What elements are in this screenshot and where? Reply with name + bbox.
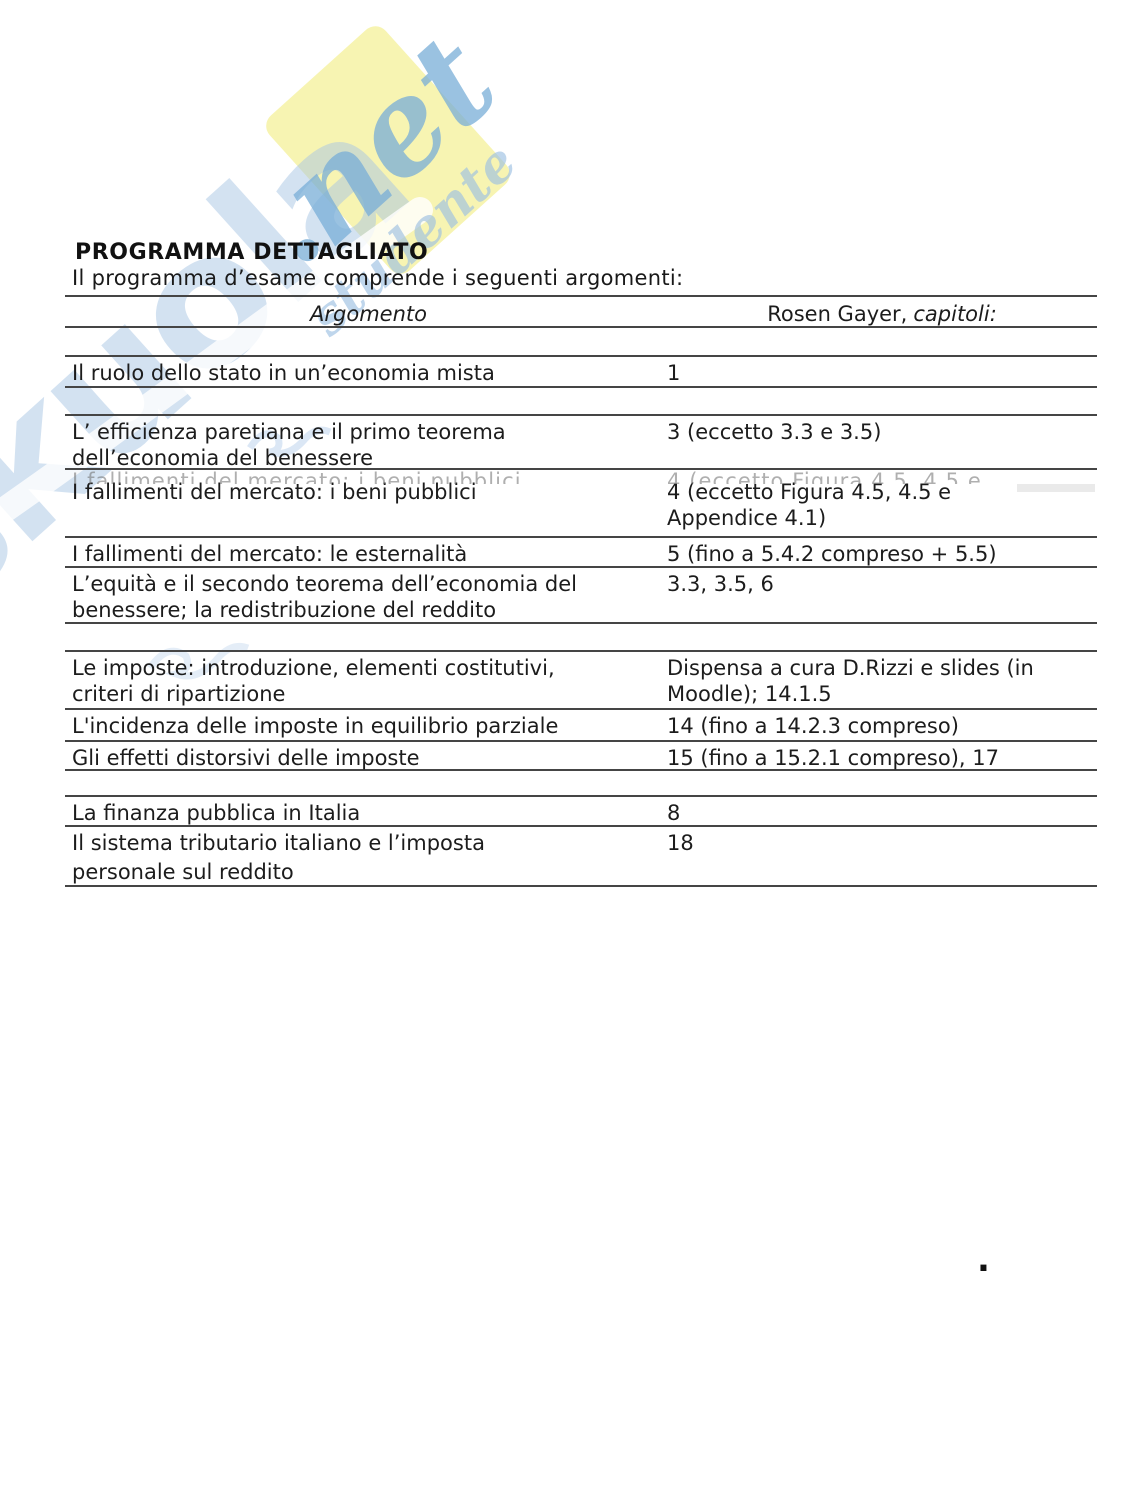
- table-row: Il ruolo dello stato in un’economia mist…: [65, 355, 1097, 388]
- table-row: I fallimenti del mercato: le esternalità…: [65, 538, 1097, 568]
- table-row: L’equità e il secondo teorema dell’econo…: [65, 568, 1097, 624]
- chapters-cell: 4 (eccetto Figura 4.5, 4.5 e 4 (eccetto …: [667, 470, 982, 530]
- chapters-cell: Dispensa a cura D.Rizzi e slides (in Moo…: [667, 656, 1034, 706]
- program-table: Argomento Rosen Gayer, capitoli: Il ruolo…: [65, 295, 1097, 887]
- topic-cell: I fallimenti del mercato: le esternalità: [72, 542, 468, 566]
- chapters-cell: 5 (fino a 5.4.2 compreso + 5.5): [667, 542, 997, 566]
- table-spacer: [65, 328, 1097, 355]
- table-spacer: [65, 388, 1097, 414]
- topic-cell: Il sistema tributario italiano e l’impos…: [72, 831, 485, 884]
- column-header-chapters-regular: Rosen Gayer,: [767, 302, 908, 326]
- table-spacer: [65, 771, 1097, 795]
- table-row: Il sistema tributario italiano e l’impos…: [65, 827, 1097, 887]
- ghost-smudge: [1017, 484, 1095, 492]
- topic-cell: L’equità e il secondo teorema dell’econo…: [72, 572, 577, 622]
- table-spacer: [65, 624, 1097, 650]
- table-row: Gli effetti distorsivi delle imposte 15 …: [65, 742, 1097, 771]
- table-row: L’ efficienza paretiana e il primo teore…: [65, 414, 1097, 470]
- ghost-artifact-text: 4 (eccetto Figura 4.5, 4.5 e: [667, 470, 982, 484]
- topic-cell: Il ruolo dello stato in un’economia mist…: [72, 361, 495, 385]
- intro-sentence: Il programma d’esame comprende i seguent…: [72, 266, 684, 290]
- chapters-cell: 3 (eccetto 3.3 e 3.5): [667, 420, 882, 444]
- stray-dot: .: [977, 1240, 990, 1280]
- topic-cell: L'incidenza delle imposte in equilibrio …: [72, 714, 559, 738]
- chapters-cell: 8: [667, 801, 681, 825]
- ghost-artifact-text: I fallimenti del mercato: i beni pubblic…: [72, 470, 522, 484]
- table-header-row: Argomento Rosen Gayer, capitoli:: [65, 295, 1097, 328]
- column-header-argomento: Argomento: [310, 302, 427, 326]
- topic-cell: Le imposte: introduzione, elementi costi…: [72, 656, 555, 706]
- table-row: Le imposte: introduzione, elementi costi…: [65, 650, 1097, 710]
- table-row: La finanza pubblica in Italia 8: [65, 795, 1097, 827]
- column-header-chapters-italic: capitoli:: [913, 302, 997, 326]
- topic-cell: Gli effetti distorsivi delle imposte: [72, 746, 420, 770]
- table-row: I fallimenti del mercato: i beni pubblic…: [65, 470, 1097, 538]
- chapters-cell: 15 (fino a 15.2.1 compreso), 17: [667, 746, 999, 770]
- column-header-chapters: Rosen Gayer, capitoli:: [665, 297, 1097, 326]
- chapters-cell: 1: [667, 361, 681, 385]
- table-row: L'incidenza delle imposte in equilibrio …: [65, 710, 1097, 742]
- chapters-cell: 18: [667, 831, 694, 855]
- topic-cell: La finanza pubblica in Italia: [72, 801, 361, 825]
- topic-cell: L’ efficienza paretiana e il primo teore…: [72, 420, 506, 470]
- page-title: PROGRAMMA DETTAGLIATO: [75, 240, 429, 265]
- chapters-cell: 3.3, 3.5, 6: [667, 572, 774, 596]
- topic-cell: I fallimenti del mercato: i beni pubblic…: [72, 470, 522, 504]
- chapters-cell: 14 (fino a 14.2.3 compreso): [667, 714, 959, 738]
